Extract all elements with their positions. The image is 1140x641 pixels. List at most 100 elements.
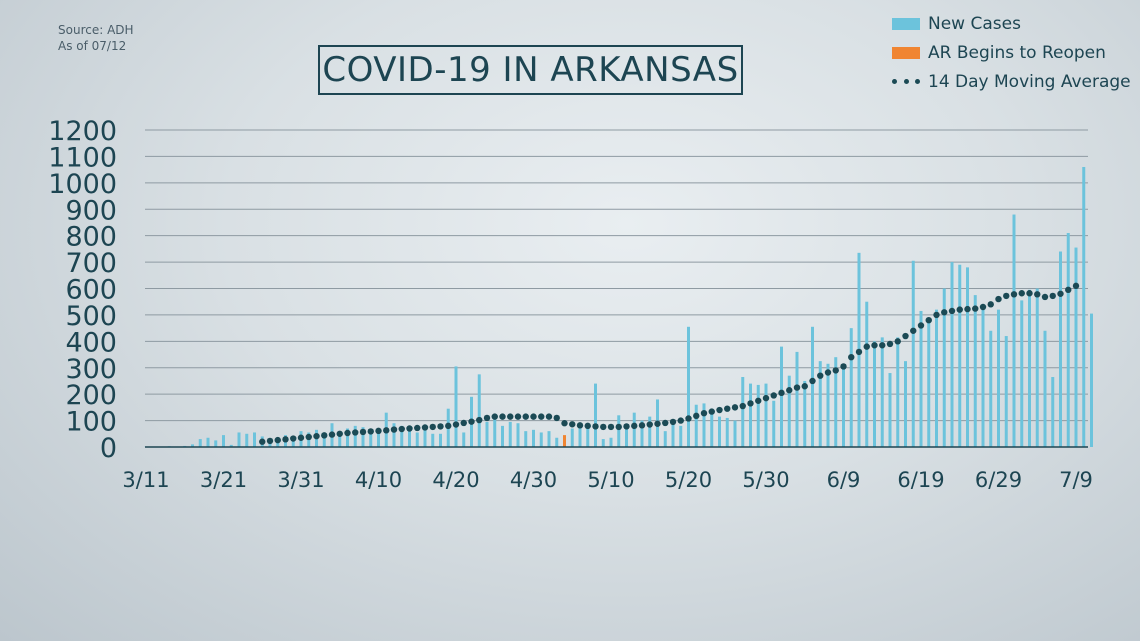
- new-cases-bar: [888, 373, 892, 447]
- y-tick-label: 1100: [48, 142, 117, 173]
- moving-average-point: [367, 428, 374, 435]
- new-cases-bar: [229, 444, 233, 447]
- moving-average-point: [514, 413, 522, 420]
- new-cases-bar: [973, 295, 977, 447]
- new-cases-bar: [896, 337, 900, 447]
- chart-legend: New Cases AR Begins to Reopen 14 Day Mov…: [892, 9, 1131, 96]
- moving-average-point: [824, 369, 832, 376]
- moving-average-point: [987, 301, 994, 308]
- new-cases-bar: [539, 432, 543, 447]
- new-cases-bar: [237, 432, 241, 447]
- moving-average-point: [1010, 291, 1018, 298]
- new-cases-bar: [710, 408, 714, 447]
- moving-average-point: [421, 424, 429, 431]
- new-cases-bar: [997, 309, 1000, 447]
- new-cases-bar: [415, 432, 419, 447]
- moving-average-point: [336, 430, 343, 437]
- moving-average-point: [801, 383, 808, 390]
- new-cases-bar: [1012, 214, 1016, 447]
- moving-average-point: [747, 400, 754, 407]
- moving-average-point: [545, 413, 553, 420]
- new-cases-bar: [741, 376, 745, 447]
- as-of-label: As of 07/12: [58, 39, 127, 53]
- moving-average-point: [290, 435, 297, 442]
- new-cases-bar: [439, 433, 442, 447]
- moving-average-point: [700, 409, 708, 417]
- new-cases-bar: [609, 437, 613, 447]
- new-cases-bar: [981, 305, 985, 447]
- moving-average-point: [437, 423, 444, 430]
- moving-average-point: [941, 309, 948, 316]
- chart-title-box: COVID-19 IN ARKANSAS: [318, 45, 743, 95]
- new-cases-bar: [586, 425, 590, 447]
- reopen-bar: [563, 435, 566, 447]
- new-cases-bar: [508, 421, 512, 447]
- moving-average-point: [677, 417, 684, 424]
- new-cases-bar: [245, 433, 249, 447]
- moving-average-point: [344, 429, 351, 437]
- new-cases-bar: [1074, 247, 1078, 447]
- moving-average-point: [607, 423, 615, 431]
- new-cases-bar: [594, 383, 597, 447]
- y-tick-label: 800: [65, 222, 117, 253]
- new-cases-bar: [377, 432, 380, 447]
- moving-average-point: [429, 423, 436, 431]
- y-tick-label: 300: [65, 354, 117, 385]
- new-cases-bar: [942, 288, 946, 447]
- moving-average-point: [491, 413, 498, 420]
- moving-average-point: [553, 414, 560, 422]
- moving-average-point: [305, 433, 312, 441]
- moving-average-point: [445, 422, 452, 430]
- moving-average-point: [956, 306, 963, 313]
- legend-label-reopen: AR Begins to Reopen: [928, 42, 1106, 63]
- new-cases-bar: [570, 428, 574, 447]
- new-cases-bar: [826, 363, 830, 447]
- moving-average-point: [910, 327, 917, 334]
- new-cases-bar: [911, 260, 915, 447]
- new-cases-bar: [222, 435, 225, 447]
- new-cases-bar: [966, 267, 969, 447]
- new-cases-bar: [679, 425, 683, 447]
- new-cases-bar: [632, 412, 636, 447]
- moving-average-point: [654, 420, 661, 427]
- moving-average-point: [274, 436, 281, 444]
- x-tick-label: 7/9: [1059, 468, 1093, 492]
- moving-average-point: [615, 423, 622, 431]
- new-cases-bar: [648, 416, 652, 447]
- moving-average-point: [530, 413, 537, 420]
- new-cases-bar: [865, 301, 869, 447]
- y-tick-label: 0: [100, 433, 117, 464]
- moving-average-point: [476, 416, 483, 424]
- new-cases-bar: [454, 366, 458, 447]
- new-cases-bar: [803, 380, 807, 447]
- moving-average-point: [809, 377, 816, 385]
- new-cases-bar: [1082, 166, 1086, 447]
- new-cases-bar: [477, 374, 481, 447]
- legend-item-new-cases: New Cases: [892, 9, 1131, 38]
- source-note: Source: ADH As of 07/12: [58, 22, 134, 54]
- new-cases-bar: [733, 420, 737, 447]
- moving-average-point: [762, 394, 770, 402]
- moving-average-point: [693, 412, 700, 420]
- x-tick-label: 5/10: [587, 468, 634, 492]
- moving-average-point: [669, 418, 677, 426]
- new-cases-bar: [338, 431, 342, 447]
- moving-average-point: [592, 423, 599, 430]
- new-cases-bar: [400, 425, 404, 447]
- moving-average-point: [731, 404, 739, 411]
- new-cases-bar: [1051, 376, 1055, 447]
- moving-average-point: [321, 432, 328, 439]
- moving-average-point: [623, 423, 630, 430]
- moving-average-point: [483, 414, 491, 422]
- new-cases-bar: [346, 428, 349, 447]
- new-cases-bar: [1059, 251, 1062, 447]
- new-cases-bar: [1028, 289, 1031, 447]
- new-cases-bar: [671, 420, 675, 447]
- moving-average-point: [1003, 292, 1010, 300]
- new-cases-bar: [214, 440, 218, 447]
- x-tick-label: 3/31: [277, 468, 324, 492]
- new-cases-bar: [787, 375, 791, 447]
- moving-average-point: [979, 303, 987, 311]
- chart-title: COVID-19 IN ARKANSAS: [322, 50, 739, 90]
